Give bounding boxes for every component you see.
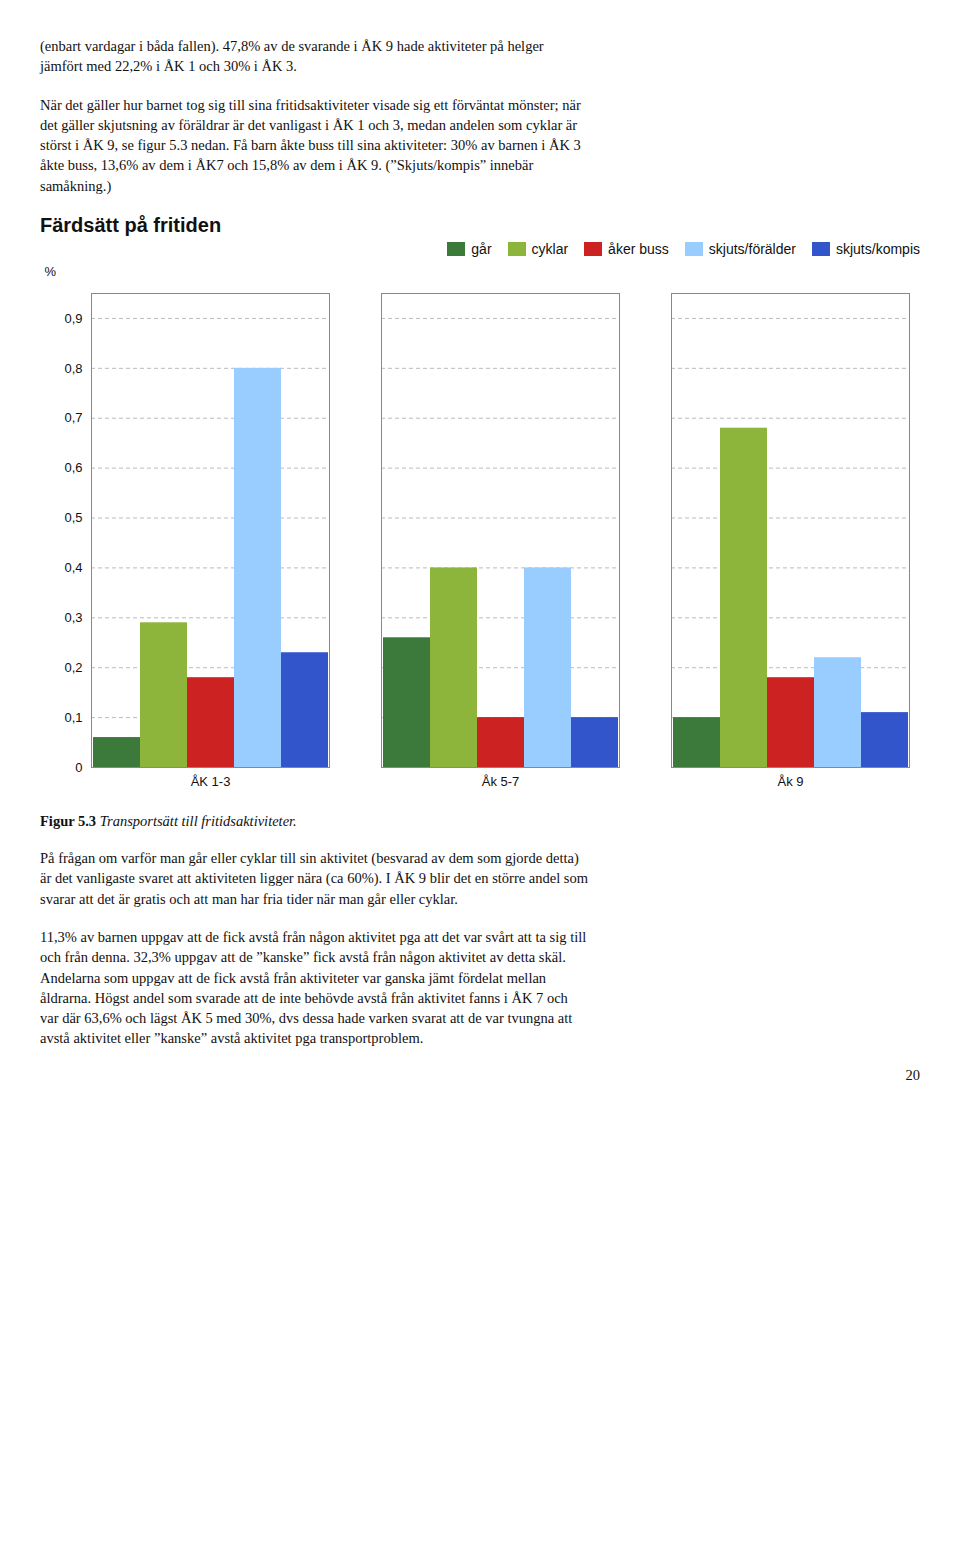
html-text:20: 20: [905, 1066, 920, 1083]
svg-text:0,5: 0,5: [64, 510, 82, 525]
svg-text:%: %: [45, 264, 57, 279]
html-text:åker buss: åker buss: [608, 241, 669, 258]
html-text:cyklar: cyklar: [531, 241, 569, 258]
svg-text:0,9: 0,9: [64, 311, 82, 326]
svg-text:0,6: 0,6: [64, 460, 82, 475]
svg-text:0: 0: [75, 760, 82, 775]
svg-text:Åk 5-7: Åk 5-7: [482, 774, 520, 789]
html-text:skjuts/kompis: skjuts/kompis: [836, 241, 920, 258]
svg-text:0,8: 0,8: [64, 361, 82, 376]
svg-text:0,3: 0,3: [64, 610, 82, 625]
html-text:(enbart vardagar i båda fallen: (enbart vardagar i båda fallen). 47,8% a…: [40, 38, 544, 75]
html-text:På frågan om varför man går el: På frågan om varför man går eller cyklar…: [40, 850, 588, 907]
html-text:Figur 5.3 Transportsätt till f: Figur 5.3 Transportsätt till fritidsakti…: [40, 813, 297, 830]
svg-text:ÅK 1-3: ÅK 1-3: [191, 774, 231, 789]
svg-text:Åk 9: Åk 9: [777, 774, 803, 789]
svg-text:0,1: 0,1: [64, 710, 82, 725]
html-text:skjuts/förälder: skjuts/förälder: [708, 241, 796, 258]
html-text:11,3% av barnen uppgav att de: 11,3% av barnen uppgav att de fick avstå…: [40, 929, 587, 1047]
html-text:Färdsätt på fritiden: Färdsätt på fritiden: [40, 214, 222, 237]
svg-text:0,2: 0,2: [64, 660, 82, 675]
html-text:går: går: [471, 241, 492, 258]
svg-text:0,4: 0,4: [64, 560, 82, 575]
svg-text:0,7: 0,7: [64, 410, 82, 425]
html-text:När det gäller hur barnet tog: När det gäller hur barnet tog sig till s…: [40, 96, 581, 194]
